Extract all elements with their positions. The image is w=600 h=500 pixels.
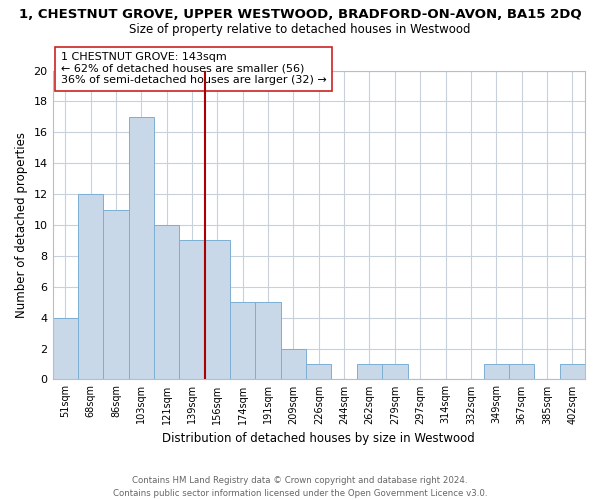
Bar	[53, 318, 78, 380]
Bar	[205, 240, 230, 380]
Text: 1 CHESTNUT GROVE: 143sqm
← 62% of detached houses are smaller (56)
36% of semi-d: 1 CHESTNUT GROVE: 143sqm ← 62% of detach…	[61, 52, 326, 86]
Bar	[382, 364, 407, 380]
Bar	[306, 364, 331, 380]
Text: Contains HM Land Registry data © Crown copyright and database right 2024.
Contai: Contains HM Land Registry data © Crown c…	[113, 476, 487, 498]
Bar	[179, 240, 205, 380]
Bar	[484, 364, 509, 380]
Bar	[560, 364, 585, 380]
Y-axis label: Number of detached properties: Number of detached properties	[15, 132, 28, 318]
Bar	[281, 348, 306, 380]
Bar	[103, 210, 128, 380]
X-axis label: Distribution of detached houses by size in Westwood: Distribution of detached houses by size …	[163, 432, 475, 445]
Bar	[509, 364, 534, 380]
Bar	[78, 194, 103, 380]
Bar	[357, 364, 382, 380]
Bar	[128, 117, 154, 380]
Text: Size of property relative to detached houses in Westwood: Size of property relative to detached ho…	[129, 22, 471, 36]
Text: 1, CHESTNUT GROVE, UPPER WESTWOOD, BRADFORD-ON-AVON, BA15 2DQ: 1, CHESTNUT GROVE, UPPER WESTWOOD, BRADF…	[19, 8, 581, 20]
Bar	[256, 302, 281, 380]
Bar	[154, 225, 179, 380]
Bar	[230, 302, 256, 380]
